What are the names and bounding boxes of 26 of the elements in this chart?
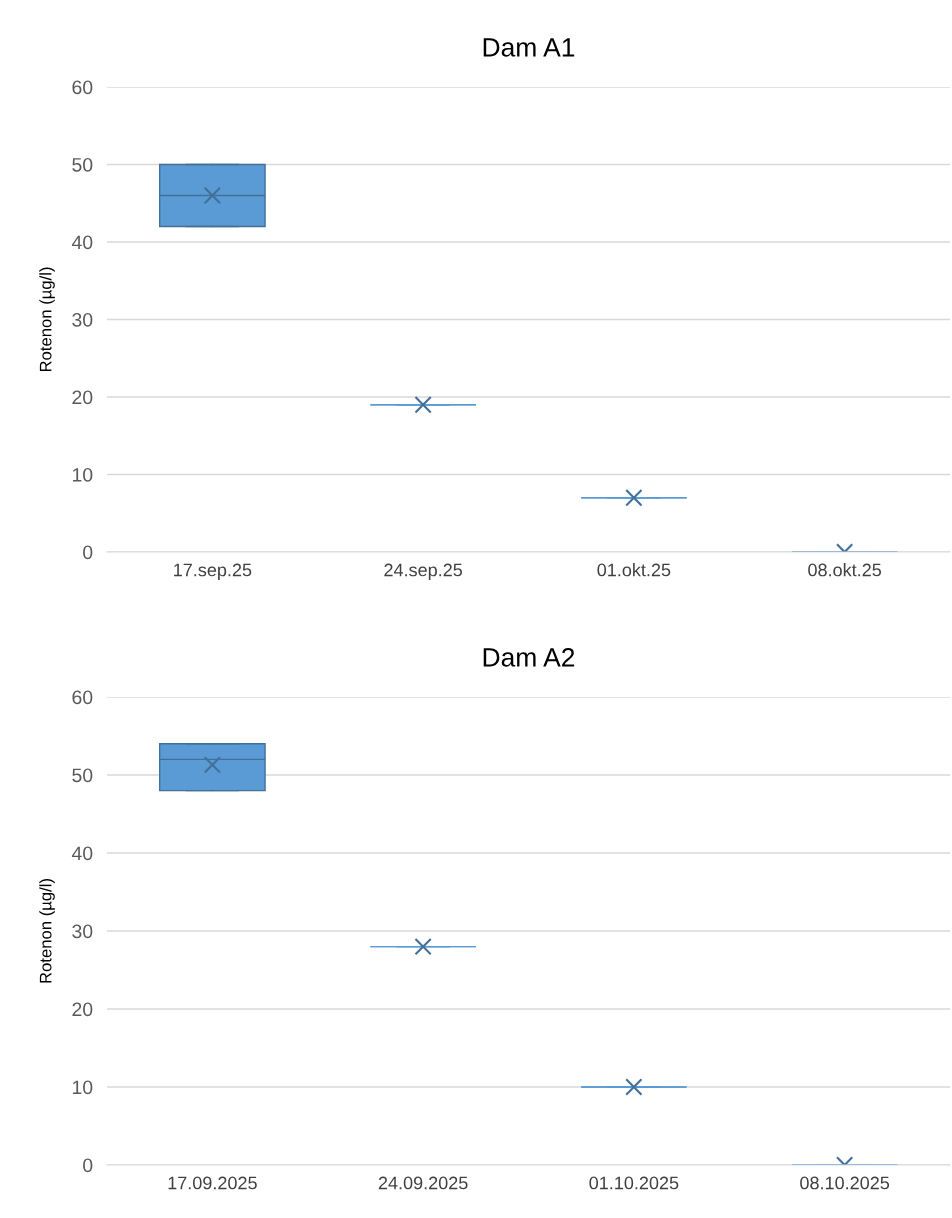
x-tick-label: 01.okt.25 [597, 563, 671, 577]
y-axis-title: Rotenon (µg/l) [39, 879, 55, 983]
y-tick-label: 10 [72, 1080, 93, 1095]
y-tick-label: 60 [72, 80, 93, 95]
x-tick-label: 17.09.2025 [168, 1176, 257, 1190]
y-tick-label: 40 [71, 846, 93, 861]
y-tick-label: 20 [72, 1002, 93, 1017]
y-tick-label: 40 [71, 235, 93, 250]
y-tick-label: 0 [83, 545, 93, 560]
y-tick-label: 20 [72, 390, 93, 405]
y-tick-label: 50 [72, 768, 93, 783]
y-tick-label: 50 [72, 157, 93, 172]
y-tick-label: 0 [83, 1158, 93, 1173]
x-tick-label: 24.sep.25 [384, 563, 463, 580]
x-tick-label: 24.09.2025 [378, 1176, 468, 1190]
x-tick-label: 17.sep.25 [174, 563, 252, 580]
x-tick-label: 01.10.2025 [589, 1176, 679, 1190]
x-tick-label: 08.10.2025 [800, 1176, 890, 1190]
y-tick-label: 30 [72, 924, 93, 939]
chart-title: Dam A2 [483, 648, 575, 667]
y-tick-label: 60 [72, 690, 93, 705]
y-tick-label: 10 [72, 467, 93, 482]
x-tick-label: 08.okt.25 [808, 563, 882, 577]
y-axis-title: Rotenon (µg/l) [39, 267, 55, 372]
chart-title: Dam A1 [483, 38, 575, 57]
y-tick-label: 30 [72, 312, 93, 327]
